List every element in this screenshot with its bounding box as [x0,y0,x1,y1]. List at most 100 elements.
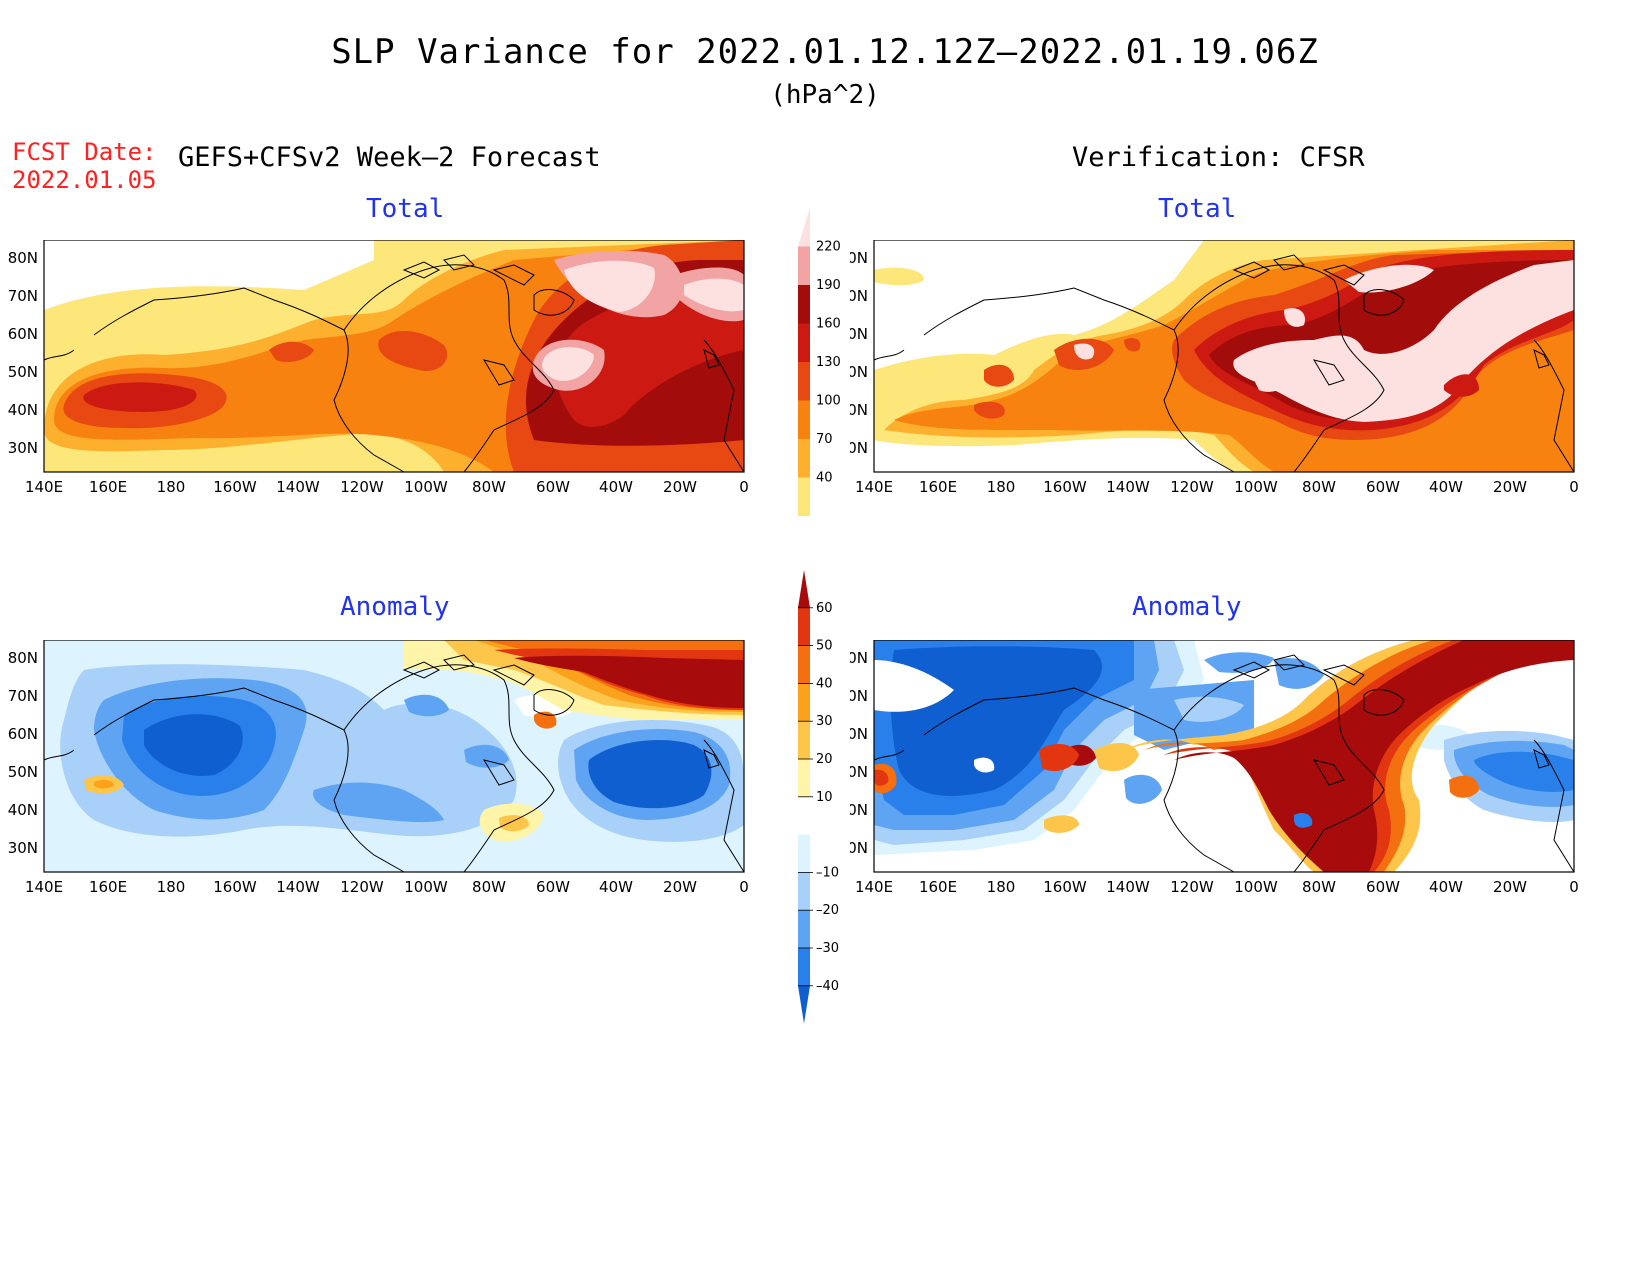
lat-label: 40N [8,801,38,819]
colorbar-anomaly-label: –30 [816,941,839,956]
lon-label: 60W [1366,878,1400,896]
lat-label: 40N [8,401,38,419]
fcst-date-value: 2022.01.05 [12,166,157,194]
lon-label: 40W [599,478,633,496]
lon-label: 0 [739,878,749,896]
forecast-total-lon-labels: 140E 160E 180 160W 140W 120W 100W 80W 60… [25,478,749,496]
lon-label: 160W [213,878,257,896]
lon-label: 100W [404,478,448,496]
colorbar-total-swatch [798,285,810,324]
verification-header: Verification: CFSR [1072,142,1365,173]
lat-label: 70N [8,287,38,305]
colorbar-anomaly-swatch [798,834,810,873]
lat-label: 80N [8,649,38,667]
lon-label: 40W [1429,878,1463,896]
colorbar-total-swatch [798,439,810,478]
colorbar-total-swatch [798,477,810,516]
lon-label: 140W [1106,878,1150,896]
forecast-anomaly-lat-labels: 80N 70N 60N 50N 40N 30N [8,649,38,857]
lat-label: 60N [8,325,38,343]
verification-anomaly-lon-labels: 140E 160E 180 160W 140W 120W 100W 80W 60… [855,878,1579,896]
colorbar-anomaly-swatch [798,759,810,797]
colorbar-total-label: 160 [816,317,841,332]
colorbar-total-swatch [798,400,810,439]
forecast-anomaly-subtitle: Anomaly [340,592,450,622]
fcst-date: FCST Date: 2022.01.05 [12,138,157,194]
colorbar-anomaly-swatch [798,872,810,911]
verification-anomaly-subtitle: Anomaly [1132,592,1242,622]
lon-label: 100W [1234,478,1278,496]
lat-label: 70N [8,687,38,705]
colorbar-anomaly-swatch [798,721,810,759]
colorbar-total-swatch [798,246,810,285]
colorbar-anomaly-label: –10 [816,865,839,880]
lon-label: 100W [404,878,448,896]
lon-label: 20W [1493,478,1527,496]
lon-label: 20W [1493,878,1527,896]
colorbar-total-swatch [798,362,810,401]
verification-total-subtitle: Total [1158,194,1237,224]
lon-label: 160W [213,478,257,496]
lat-label: 30N [8,439,38,457]
lat-label: 80N [8,249,38,267]
lat-label: 50N [8,363,38,381]
lon-label: 60W [1366,478,1400,496]
colorbar-anomaly: –40 –30 –20 –10 10 20 30 40 50 60 [790,570,850,1030]
lat-label: 30N [8,839,38,857]
forecast-anomaly-map: 80N 70N 60N 50N 40N 30N 140E 160E 180 16… [0,640,760,910]
lon-label: 0 [1569,878,1579,896]
colorbar-anomaly-swatch [798,607,810,646]
colorbar-anomaly-swatch [798,985,810,1024]
forecast-total-subtitle: Total [366,194,445,224]
forecast-header: GEFS+CFSv2 Week–2 Forecast [178,142,601,173]
colorbar-anomaly-label: 40 [816,676,833,691]
colorbar-total: 40 70 100 130 160 190 220 [790,200,850,530]
lon-label: 120W [340,478,384,496]
lat-label: 60N [8,725,38,743]
forecast-total-lat-labels: 80N 70N 60N 50N 40N 30N [8,249,38,457]
colorbar-anomaly-swatch [798,796,810,835]
lon-label: 180 [157,478,186,496]
figure-units: (hPa^2) [770,80,880,110]
lon-label: 160W [1043,478,1087,496]
colorbar-total-label: 220 [816,240,841,255]
colorbar-total-label: 40 [816,471,833,486]
lon-label: 120W [340,878,384,896]
lon-label: 160E [89,878,127,896]
figure-title: SLP Variance for 2022.01.12.12Z–2022.01.… [331,32,1319,72]
lon-label: 140E [855,878,893,896]
colorbar-total-label: 130 [816,355,841,370]
colorbar-anomaly-label: 20 [816,752,833,767]
colorbar-anomaly-label: 10 [816,790,833,805]
colorbar-anomaly-swatch [798,683,810,722]
lon-label: 180 [987,478,1016,496]
verification-total-lon-labels: 140E 160E 180 160W 140W 120W 100W 80W 60… [855,478,1579,496]
colorbar-total-label: 100 [816,394,841,409]
lon-label: 120W [1170,478,1214,496]
lon-label: 140E [25,878,63,896]
lat-label: 50N [8,763,38,781]
verification-anomaly-map: 80N 70N 60N 50N 40N 30N 140E 160E 180 16… [830,640,1640,910]
colorbar-anomaly-label: 30 [816,714,833,729]
fcst-date-label: FCST Date: [12,138,157,166]
colorbar-anomaly-label: –20 [816,903,839,918]
lon-label: 20W [663,478,697,496]
lon-label: 100W [1234,878,1278,896]
lon-label: 120W [1170,878,1214,896]
lon-label: 80W [1302,878,1336,896]
lon-label: 140W [276,478,320,496]
lon-label: 40W [1429,478,1463,496]
colorbar-total-swatch [798,208,810,247]
colorbar-anomaly-label: 60 [816,601,833,616]
lon-label: 40W [599,878,633,896]
lon-label: 0 [1569,478,1579,496]
colorbar-anomaly-swatch [798,645,810,684]
lon-label: 180 [157,878,186,896]
lon-label: 140W [276,878,320,896]
lon-label: 160W [1043,878,1087,896]
colorbar-total-label: 70 [816,432,833,447]
lon-label: 60W [536,478,570,496]
lon-label: 80W [1302,478,1336,496]
lon-label: 140E [855,478,893,496]
forecast-anomaly-lon-labels: 140E 160E 180 160W 140W 120W 100W 80W 60… [25,878,749,896]
